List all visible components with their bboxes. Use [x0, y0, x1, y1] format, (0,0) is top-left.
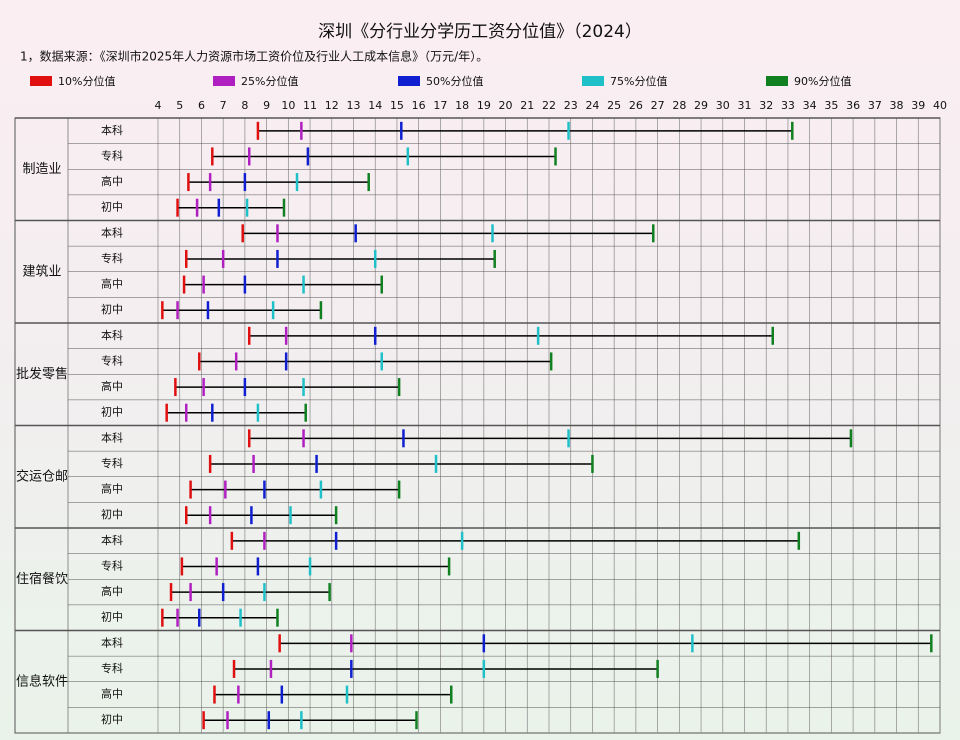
x-tick-label: 39 [911, 99, 925, 112]
x-tick-label: 36 [846, 99, 860, 112]
row-label: 专科 [101, 148, 123, 162]
row-label: 本科 [101, 533, 123, 547]
x-tick-label: 34 [803, 99, 817, 112]
x-tick-label: 22 [542, 99, 556, 112]
row-label: 本科 [101, 635, 123, 649]
chart-subtitle: 1，数据来源：《深圳市2025年人力资源市场工资价位及行业人工成本信息》（万元/… [20, 49, 488, 64]
row-label: 专科 [101, 456, 123, 470]
row-label: 初中 [101, 712, 123, 726]
x-tick-label: 16 [412, 99, 426, 112]
group-label: 制造业 [22, 162, 61, 177]
x-tick-label: 14 [368, 99, 382, 112]
x-tick-label: 6 [198, 99, 205, 112]
x-tick-label: 35 [824, 99, 838, 112]
x-tick-label: 17 [433, 99, 447, 112]
row-label: 初中 [101, 610, 123, 624]
group-label: 住宿餐饮 [16, 571, 68, 587]
row-label: 专科 [101, 353, 123, 367]
x-tick-label: 20 [499, 99, 513, 112]
x-tick-label: 10 [281, 99, 295, 112]
row-label: 高中 [101, 379, 123, 393]
legend-label: 90%分位值 [794, 74, 851, 88]
row-label: 专科 [101, 251, 123, 265]
row-label: 本科 [101, 328, 123, 342]
group-label: 交运仓邮 [16, 468, 68, 484]
x-tick-label: 8 [241, 99, 248, 112]
x-tick-label: 27 [651, 99, 665, 112]
row-label: 高中 [101, 277, 123, 291]
row-label: 初中 [101, 507, 123, 521]
x-tick-label: 7 [220, 99, 227, 112]
x-tick-label: 38 [890, 99, 904, 112]
x-tick-label: 18 [455, 99, 469, 112]
x-tick-label: 9 [263, 99, 270, 112]
legend-label: 25%分位值 [241, 74, 298, 88]
group-label: 批发零售 [16, 366, 68, 382]
x-tick-label: 4 [155, 99, 162, 112]
x-tick-label: 13 [347, 99, 361, 112]
x-tick-label: 21 [520, 99, 534, 112]
row-label: 本科 [101, 123, 123, 137]
row-label: 本科 [101, 430, 123, 444]
x-tick-label: 5 [176, 99, 183, 112]
x-tick-label: 33 [781, 99, 795, 112]
legend-swatch [582, 76, 604, 86]
x-tick-label: 12 [325, 99, 339, 112]
x-tick-label: 37 [868, 99, 882, 112]
legend-label: 10%分位值 [58, 74, 115, 88]
row-label: 初中 [101, 405, 123, 419]
legend-swatch [398, 76, 420, 86]
x-tick-label: 31 [738, 99, 752, 112]
row-label: 高中 [101, 174, 123, 188]
legend-swatch [213, 76, 235, 86]
legend-label: 50%分位值 [426, 74, 483, 88]
group-label: 建筑业 [22, 263, 61, 279]
x-tick-label: 26 [629, 99, 643, 112]
legend-swatch [766, 76, 788, 86]
x-tick-label: 28 [672, 99, 686, 112]
row-label: 高中 [101, 482, 123, 496]
row-label: 初中 [101, 302, 123, 316]
row-label: 高中 [101, 687, 123, 701]
x-tick-label: 29 [694, 99, 708, 112]
group-label: 信息软件 [16, 673, 68, 689]
x-tick-label: 19 [477, 99, 491, 112]
row-label: 初中 [101, 200, 123, 214]
x-tick-label: 23 [564, 99, 578, 112]
row-label: 本科 [101, 225, 123, 239]
x-tick-label: 11 [303, 99, 317, 112]
row-label: 高中 [101, 584, 123, 598]
row-label: 专科 [101, 558, 123, 572]
row-label: 专科 [101, 661, 123, 675]
chart-title: 深圳《分行业分学历工资分位值》（2024） [318, 22, 642, 42]
x-tick-label: 40 [933, 99, 947, 112]
x-tick-label: 32 [759, 99, 773, 112]
legend-swatch [30, 76, 52, 86]
x-tick-label: 15 [390, 99, 404, 112]
x-tick-label: 25 [607, 99, 621, 112]
x-tick-label: 24 [585, 99, 599, 112]
legend-label: 75%分位值 [610, 74, 667, 88]
x-tick-label: 30 [716, 99, 730, 112]
